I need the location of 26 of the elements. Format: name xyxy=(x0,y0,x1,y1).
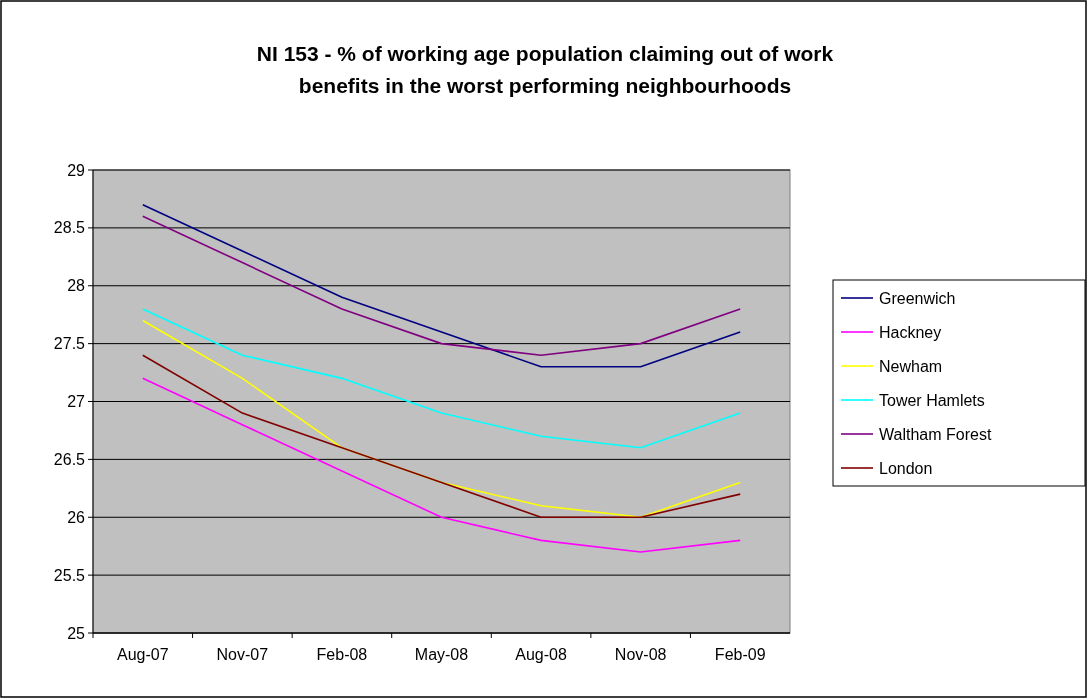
legend-label: Newham xyxy=(879,357,943,375)
y-tick-label: 26 xyxy=(67,508,86,526)
y-tick-label: 26.5 xyxy=(53,450,86,468)
x-tick-label: Aug-08 xyxy=(515,646,567,663)
legend-label: Tower Hamlets xyxy=(879,391,985,409)
line-series xyxy=(141,354,742,519)
legend-label: Greenwich xyxy=(879,289,956,307)
y-tick-label: 29 xyxy=(67,161,86,179)
x-tick-label: Feb-09 xyxy=(714,646,766,663)
y-tick-label: 28 xyxy=(67,277,86,295)
line-series xyxy=(141,377,742,553)
chart-title: NI 153 - % of working age population claiming out of work benefits in the worst performing neighbourhoods xyxy=(256,42,834,97)
legend-label: Waltham Forest xyxy=(879,425,992,443)
line-series xyxy=(141,308,742,449)
y-tick-label: 27.5 xyxy=(53,335,86,353)
y-tick-label: 28.5 xyxy=(53,219,86,237)
y-tick-label: 25.5 xyxy=(53,566,86,584)
y-tick-label: 25 xyxy=(67,624,86,642)
x-tick-label: Aug-07 xyxy=(116,646,169,663)
legend-label: London xyxy=(879,459,933,477)
y-tick-label: 27 xyxy=(67,393,86,411)
x-tick-label: Feb-08 xyxy=(316,646,368,663)
x-tick-label: Nov-08 xyxy=(614,646,667,663)
x-tick-label: May-08 xyxy=(414,646,469,663)
legend-label: Hackney xyxy=(879,323,942,341)
x-tick-label: Nov-07 xyxy=(216,646,269,663)
